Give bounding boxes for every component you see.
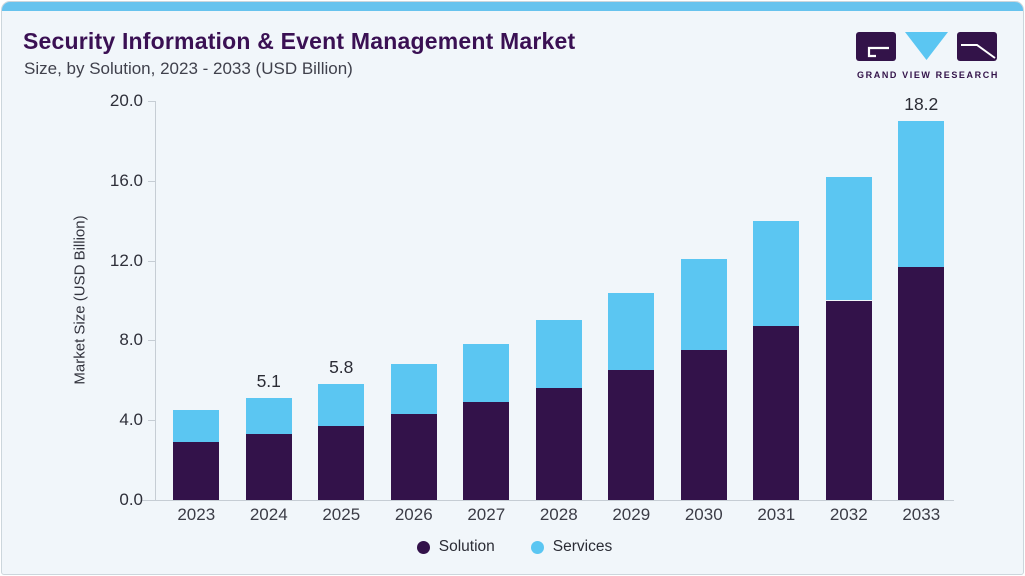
accent-bar [2,2,1023,11]
legend-item-solution: Solution [416,538,495,556]
y-tick-mark [148,260,155,262]
y-tick-label: 8.0 [119,330,143,350]
y-tick-mark [148,180,155,182]
bar-segment-services [245,398,292,435]
y-tick-mark [148,340,155,342]
x-tick-label: 2030 [684,505,723,524]
y-tick-label: 4.0 [119,410,143,430]
x-axis-line [142,500,954,501]
gvr-g-mark [867,46,889,58]
bar-segment-solution [680,350,727,500]
gvr-logo-mark [856,32,997,61]
y-axis-line [155,101,156,500]
legend-item-services: Services [530,538,613,556]
bar-segment-services [608,292,655,371]
bar-segment-solution [245,434,292,500]
x-tick-label: 2026 [394,505,433,524]
legend-dot-icon [530,540,544,554]
y-tick-label: 0.0 [119,490,143,509]
bar-segment-solution [463,402,510,500]
x-tick-label: 2025 [322,505,361,524]
bar-segment-solution [390,414,437,500]
bar-segment-services [753,220,800,327]
x-tick-label: 2029 [612,505,651,524]
x-tick-label: 2033 [902,505,941,524]
y-tick-label: 16.0 [109,170,143,190]
bar-value-label: 5.1 [256,371,281,392]
gvr-r-block [957,32,997,61]
x-tick-label: 2031 [757,505,796,524]
gvr-r-mark [961,44,996,59]
bar-segment-solution [535,388,582,500]
x-tick-label: 2028 [539,505,578,524]
bar-segment-solution [318,426,365,500]
page-subtitle: Size, by Solution, 2023 - 2033 (USD Bill… [24,59,353,78]
bar-segment-services [898,120,945,267]
page-title: Security Information & Event Management … [23,28,576,54]
bar-value-label: 18.2 [904,93,939,114]
legend-dot-icon [416,540,430,554]
bar-segment-services [390,364,437,415]
bar-segment-solution [173,442,220,500]
y-tick-mark [148,500,155,501]
bar-segment-solution [753,326,800,500]
bar-segment-services [825,176,872,301]
legend-label: Solution [438,538,495,555]
bar-segment-services [680,258,727,351]
x-tick-label: 2032 [829,505,868,524]
y-axis-title: Market Size (USD Billion) [71,215,89,385]
y-tick-label: 12.0 [109,250,143,270]
legend-label: Services [552,538,613,555]
x-tick-label: 2024 [249,505,288,524]
brand-logo: GRAND VIEW RESEARCH [855,29,1001,80]
bar-segment-services [318,384,365,427]
y-tick-mark [148,420,155,422]
y-tick-label: 20.0 [109,91,143,110]
gvr-g-block [856,32,896,61]
x-tick-label: 2023 [177,505,216,524]
bar-segment-services [535,320,582,389]
bar-value-label: 5.8 [329,357,354,378]
gvr-v-triangle [905,32,948,60]
bar-segment-solution [825,300,872,500]
bar-segment-services [173,410,220,443]
bar-segment-solution [608,370,655,500]
bar-segment-services [463,344,510,403]
brand-name: GRAND VIEW RESEARCH [857,70,999,80]
x-tick-label: 2027 [467,505,506,524]
bar-segment-solution [898,266,945,500]
legend: Solution Services [2,538,1023,556]
y-tick-mark [148,101,155,102]
